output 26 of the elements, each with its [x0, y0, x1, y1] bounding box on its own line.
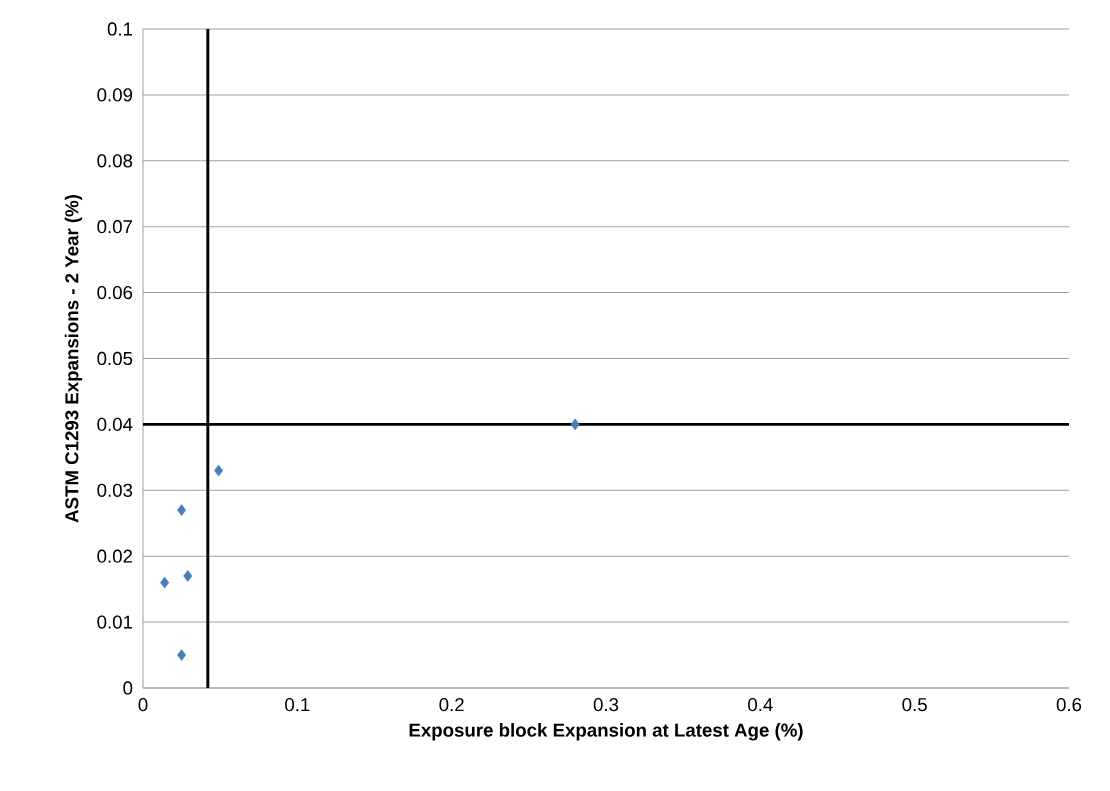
point — [160, 576, 170, 589]
x-tick-label: 0.6 — [1056, 698, 1082, 712]
y-tick-label: 0.1 — [107, 22, 133, 36]
x-axis-title: Exposure block Expansion at Latest Age (%) — [409, 723, 803, 741]
x-tick-label: 0.2 — [439, 698, 464, 712]
y-tick-label: 0.03 — [97, 483, 133, 497]
y-tick-label: 0.05 — [97, 351, 133, 366]
y-tick-label: 0.08 — [97, 154, 133, 168]
x-tick-label: 0.1 — [285, 698, 310, 712]
x-tick-label: 0 — [138, 698, 148, 712]
point — [183, 570, 193, 582]
point — [177, 504, 187, 516]
y-tick-label: 0.06 — [97, 285, 133, 300]
y-axis-title: ASTM C1293 Expansions - 2 Year (%) — [64, 195, 83, 523]
y-tick-label: 0.02 — [97, 549, 133, 563]
x-tick-label: 0.5 — [902, 698, 927, 712]
x-tick-label: 0.4 — [748, 698, 773, 712]
y-tick-label: 0.04 — [97, 417, 133, 431]
y-tick-label: 0 — [123, 681, 133, 695]
point — [177, 649, 187, 661]
y-tick-label: 0.07 — [97, 220, 133, 234]
x-tick-label: 0.3 — [593, 698, 619, 712]
y-tick-label: 0.09 — [97, 88, 133, 102]
point — [214, 464, 224, 477]
point — [570, 418, 580, 431]
y-tick-label: 0.01 — [97, 615, 133, 629]
